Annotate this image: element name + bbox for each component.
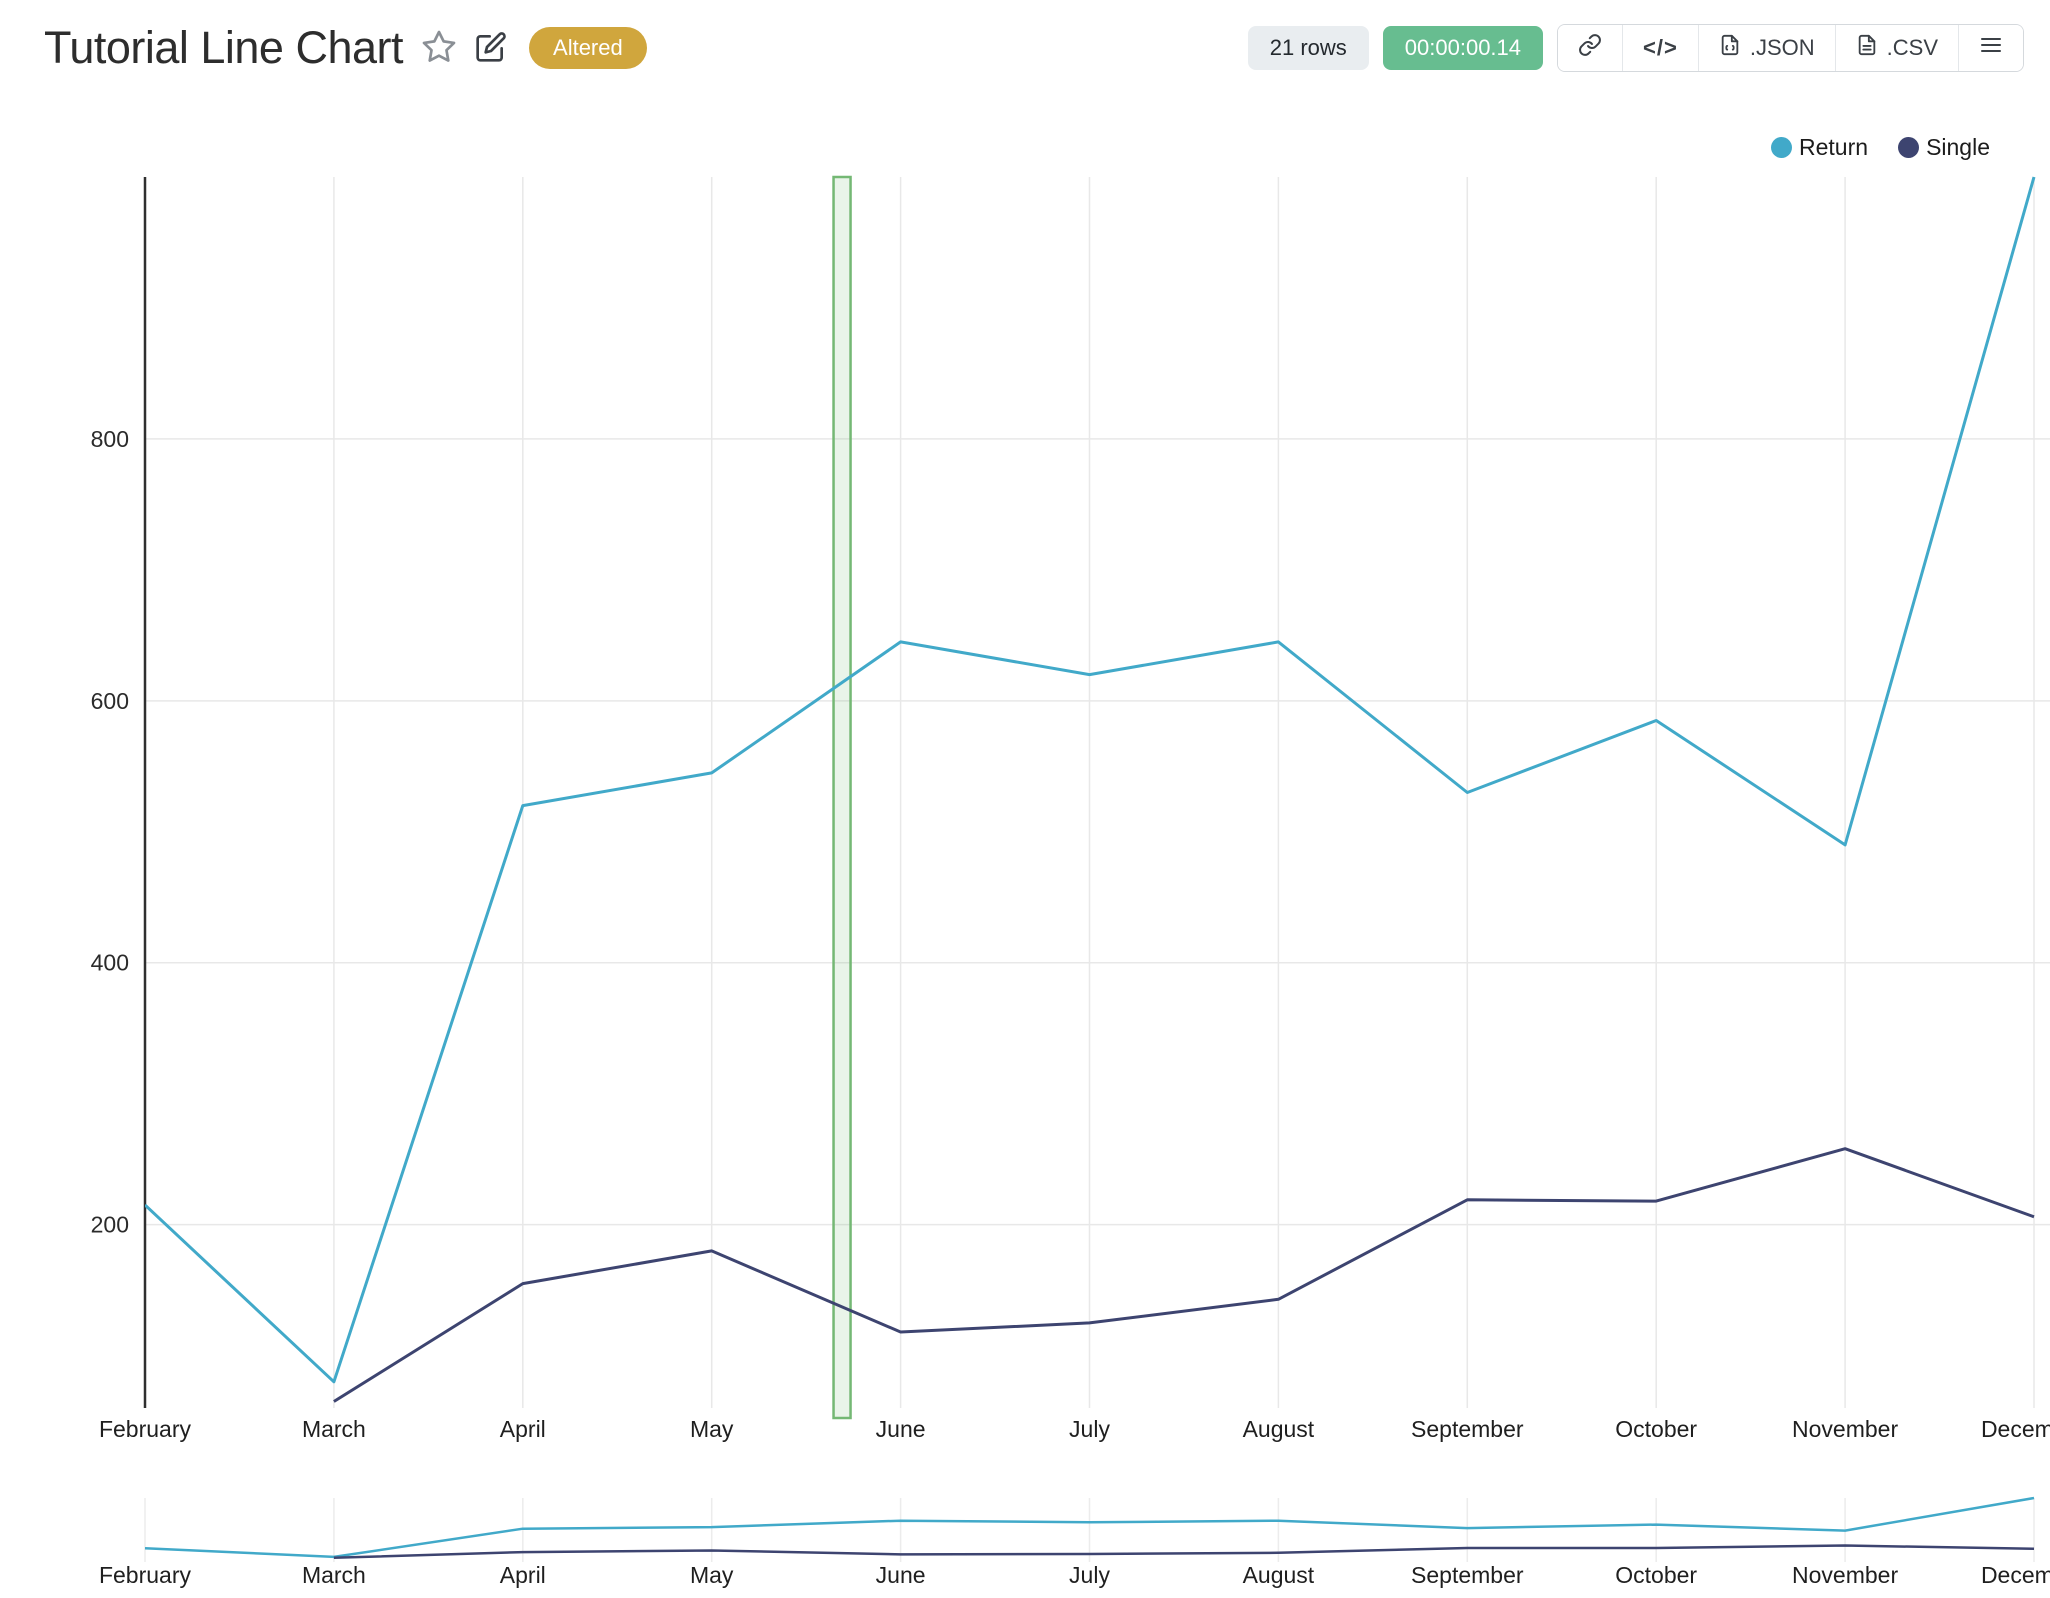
- export-button-group: </> .JSON: [1557, 24, 2024, 72]
- x-tick-label: October: [1615, 1416, 1697, 1442]
- code-icon: </>: [1643, 35, 1678, 60]
- export-json-label: .JSON: [1749, 35, 1815, 60]
- y-tick-label: 200: [91, 1212, 129, 1238]
- favorite-star-button[interactable]: [421, 29, 457, 68]
- export-csv-button[interactable]: .CSV: [1834, 25, 1958, 71]
- edit-pencil-icon: [475, 31, 507, 66]
- link-icon: [1578, 33, 1602, 63]
- timer-badge: 00:00:00.14: [1382, 26, 1544, 70]
- legend-label-single: Single: [1926, 134, 1990, 160]
- mini-x-tick-label: March: [302, 1562, 366, 1588]
- x-tick-label: March: [302, 1416, 366, 1442]
- app-header: Tutorial Line Chart Altered 21 rows 00:0…: [44, 22, 2024, 74]
- mini-x-tick-label: April: [500, 1562, 546, 1588]
- y-tick-label: 800: [91, 426, 129, 452]
- file-csv-icon: [1856, 34, 1878, 62]
- series-line-single: [333, 1147, 2035, 1403]
- mini-x-tick-label: May: [690, 1562, 734, 1588]
- x-tick-label: July: [1069, 1416, 1110, 1442]
- mini-series-line-return[interactable]: [144, 1496, 2035, 1559]
- menu-button[interactable]: [1958, 25, 2023, 71]
- file-json-icon: [1719, 34, 1741, 62]
- x-tick-label: August: [1243, 1416, 1315, 1442]
- x-tick-label: April: [500, 1416, 546, 1442]
- toolbar: 21 rows 00:00:00.14 </>: [1247, 24, 2024, 72]
- series-line-return: [145, 176, 2036, 1384]
- mini-x-tick-label: September: [1411, 1562, 1524, 1588]
- y-tick-label: 600: [91, 688, 129, 714]
- legend-dot-single-icon: [1898, 137, 1920, 158]
- legend-item-single[interactable]: Single: [1898, 134, 1990, 161]
- mini-x-tick-label: November: [1792, 1562, 1898, 1588]
- export-json-button[interactable]: .JSON: [1697, 25, 1835, 71]
- export-csv-label: .CSV: [1886, 35, 1938, 60]
- chart-legend: Return Single: [1771, 134, 1990, 161]
- rows-badge: 21 rows: [1247, 26, 1369, 70]
- mini-series-line-single[interactable]: [333, 1544, 2035, 1560]
- y-tick-label: 400: [91, 950, 129, 976]
- altered-badge: Altered: [529, 27, 647, 69]
- share-link-button[interactable]: [1558, 25, 1623, 71]
- x-tick-label: February: [99, 1416, 192, 1442]
- marker-band[interactable]: [832, 175, 852, 1420]
- mini-x-tick-label: June: [876, 1562, 926, 1588]
- mini-x-tick-label: December: [1981, 1562, 2050, 1588]
- mini-x-tick-label: February: [99, 1562, 192, 1588]
- mini-x-tick-label: August: [1243, 1562, 1315, 1588]
- legend-item-return[interactable]: Return: [1771, 134, 1868, 161]
- x-tick-label: September: [1411, 1416, 1524, 1442]
- x-tick-label: May: [690, 1416, 734, 1442]
- x-tick-label: December: [1981, 1416, 2050, 1442]
- mini-x-tick-label: October: [1615, 1562, 1697, 1588]
- x-tick-label: November: [1792, 1416, 1898, 1442]
- legend-label-return: Return: [1799, 134, 1869, 160]
- x-tick-label: June: [876, 1416, 926, 1442]
- mini-x-tick-label: July: [1069, 1562, 1110, 1588]
- star-icon: [421, 29, 457, 68]
- hamburger-menu-icon: [1979, 33, 2003, 63]
- view-code-button[interactable]: </>: [1622, 25, 1698, 71]
- edit-button[interactable]: [475, 31, 507, 66]
- page-title: Tutorial Line Chart: [44, 22, 404, 73]
- legend-dot-return-icon: [1771, 137, 1793, 158]
